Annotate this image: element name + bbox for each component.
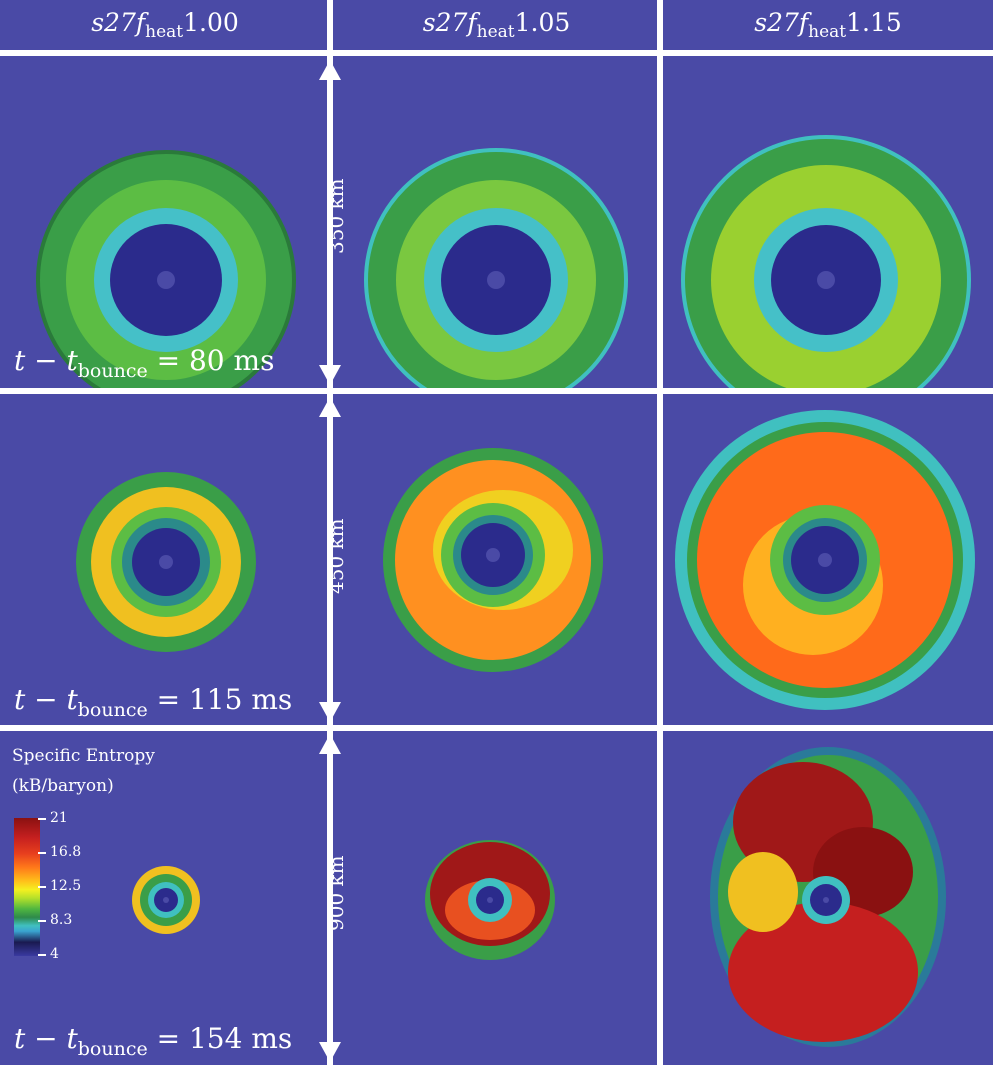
panel-r1-c2 bbox=[333, 58, 660, 388]
divider-h1 bbox=[0, 50, 993, 56]
colorbar-tick bbox=[38, 852, 46, 854]
colorbar-tick-label: 4 bbox=[50, 946, 59, 962]
panel-r3-c3 bbox=[663, 732, 993, 1065]
panel-r3-c2 bbox=[333, 732, 660, 1065]
panel-r1-c3 bbox=[663, 58, 993, 388]
panel-r2-c3 bbox=[663, 395, 993, 725]
colorbar-tick bbox=[38, 886, 46, 888]
panel-r3-c1 bbox=[0, 732, 327, 1065]
divider-v2 bbox=[657, 0, 663, 1065]
colorbar-tick-label: 12.5 bbox=[50, 878, 82, 894]
scale-arrow-row1 bbox=[316, 60, 344, 385]
time-label-row3: t − tbounce = 154 ms bbox=[14, 1022, 293, 1060]
panel-r2-c2 bbox=[333, 395, 660, 725]
column-title-1: s27fheat1.00 bbox=[91, 8, 239, 42]
colorbar-tick-label: 21 bbox=[50, 810, 68, 826]
colorbar bbox=[14, 818, 40, 956]
legend-title: Specific Entropy bbox=[12, 746, 155, 766]
divider-h3 bbox=[0, 725, 993, 731]
colorbar-tick-label: 8.3 bbox=[50, 912, 73, 928]
divider-h2 bbox=[0, 388, 993, 394]
colorbar-tick bbox=[38, 818, 46, 820]
scale-label-row3: 900 km bbox=[324, 855, 348, 931]
time-label-row2: t − tbounce = 115 ms bbox=[14, 683, 293, 721]
time-label-row1: t − tbounce = 80 ms bbox=[14, 344, 275, 382]
colorbar-tick bbox=[38, 954, 46, 956]
colorbar-tick bbox=[38, 920, 46, 922]
panel-r1-c1 bbox=[0, 58, 327, 388]
scale-arrow-row2 bbox=[316, 397, 344, 722]
panel-r2-c1 bbox=[0, 395, 327, 725]
column-title-3: s27fheat1.15 bbox=[754, 8, 902, 42]
scale-label-row2: 450 km bbox=[324, 518, 348, 594]
colorbar-tick-label: 16.8 bbox=[50, 844, 82, 860]
column-title-2: s27fheat1.05 bbox=[422, 8, 571, 42]
scale-arrow-row3 bbox=[316, 734, 344, 1062]
scale-label-row1: 350 km bbox=[324, 178, 348, 254]
legend-unit: (kB/baryon) bbox=[12, 776, 114, 796]
